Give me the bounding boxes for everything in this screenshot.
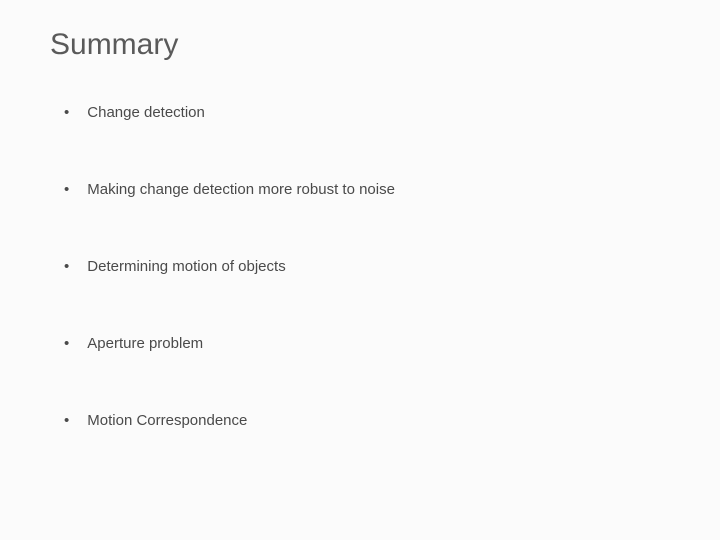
bullet-text: Motion Correspondence [87, 412, 247, 430]
bullet-icon: • [64, 105, 69, 120]
bullet-list: • Change detection • Making change detec… [50, 104, 670, 430]
bullet-text: Making change detection more robust to n… [87, 181, 395, 199]
list-item: • Change detection [50, 104, 670, 122]
bullet-text: Determining motion of objects [87, 258, 285, 276]
bullet-icon: • [64, 259, 69, 274]
list-item: • Motion Correspondence [50, 412, 670, 430]
bullet-text: Aperture problem [87, 335, 203, 353]
slide-title: Summary [50, 28, 670, 62]
list-item: • Making change detection more robust to… [50, 181, 670, 199]
list-item: • Determining motion of objects [50, 258, 670, 276]
bullet-icon: • [64, 413, 69, 428]
bullet-icon: • [64, 182, 69, 197]
list-item: • Aperture problem [50, 335, 670, 353]
slide-container: Summary • Change detection • Making chan… [0, 0, 720, 540]
bullet-text: Change detection [87, 104, 205, 122]
bullet-icon: • [64, 336, 69, 351]
